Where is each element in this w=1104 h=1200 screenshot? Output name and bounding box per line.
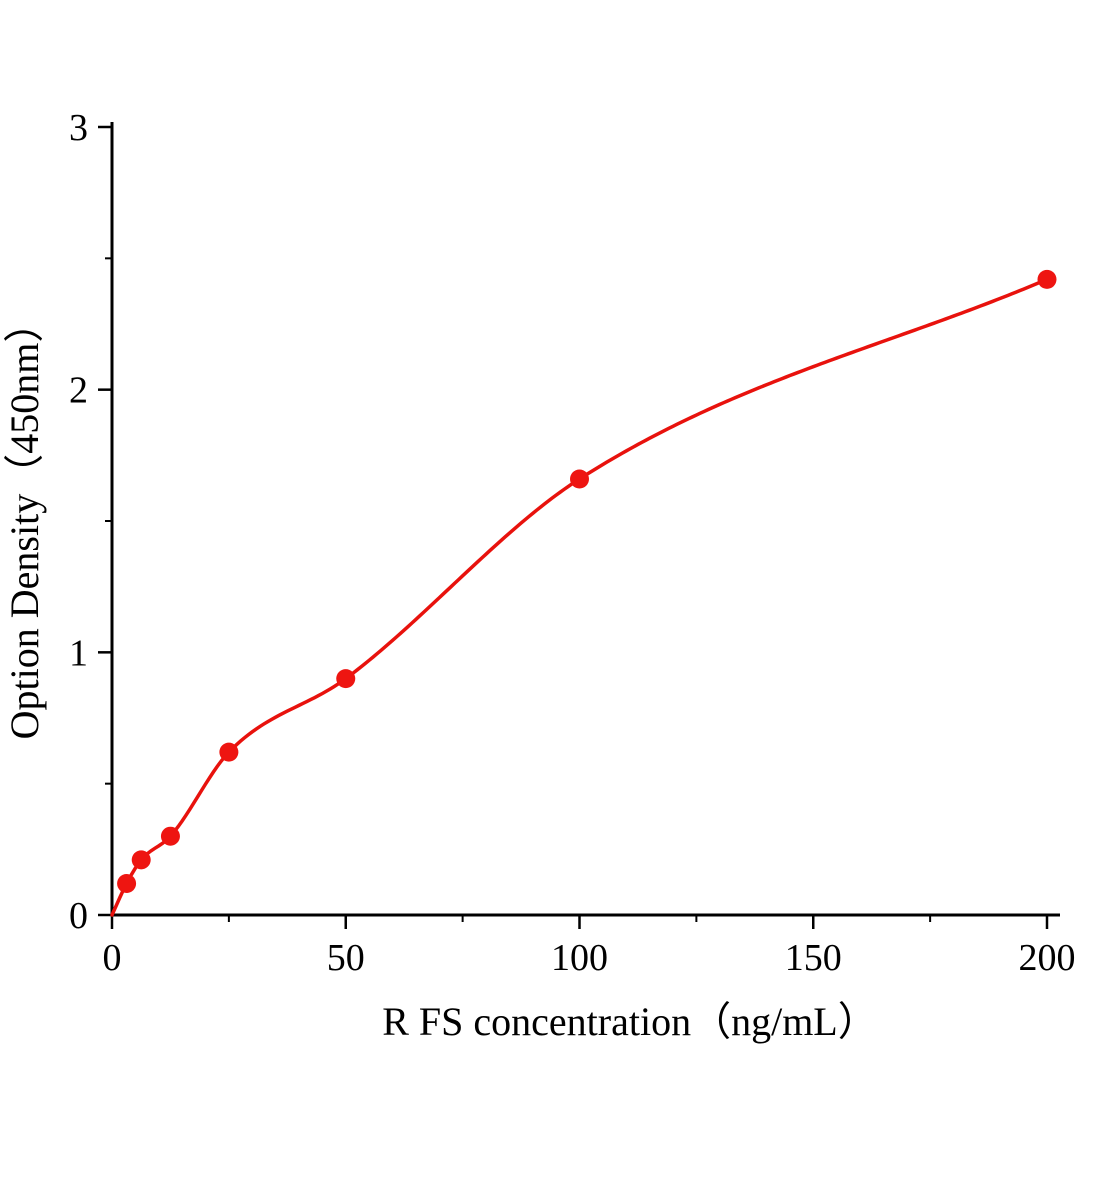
data-point [336, 669, 356, 689]
y-tick-label: 2 [69, 370, 88, 412]
data-points [117, 269, 1057, 893]
data-point [160, 826, 180, 846]
y-tick-label: 1 [69, 632, 88, 674]
x-tick-label: 50 [327, 937, 365, 979]
x-tick-label: 100 [551, 937, 608, 979]
data-point [219, 742, 239, 762]
data-point [131, 850, 151, 870]
x-axis-label: R FS concentration（ng/mL） [382, 999, 878, 1044]
x-tick-label: 200 [1019, 937, 1076, 979]
fitted-curve-path [110, 277, 1049, 917]
y-axis-label: Option Density（450nm） [2, 303, 47, 740]
tick-labels: 0 50 100 150 200 0 1 2 3 [69, 107, 1076, 979]
tick-marks [98, 125, 1049, 929]
y-tick-label: 0 [69, 895, 88, 937]
x-tick-label: 150 [785, 937, 842, 979]
data-point [1037, 269, 1057, 289]
axes [110, 122, 1060, 917]
data-point [570, 469, 589, 489]
fit-curve [110, 277, 1049, 917]
y-tick-label: 3 [69, 107, 88, 149]
data-point [117, 873, 137, 893]
x-tick-label: 0 [103, 937, 122, 979]
